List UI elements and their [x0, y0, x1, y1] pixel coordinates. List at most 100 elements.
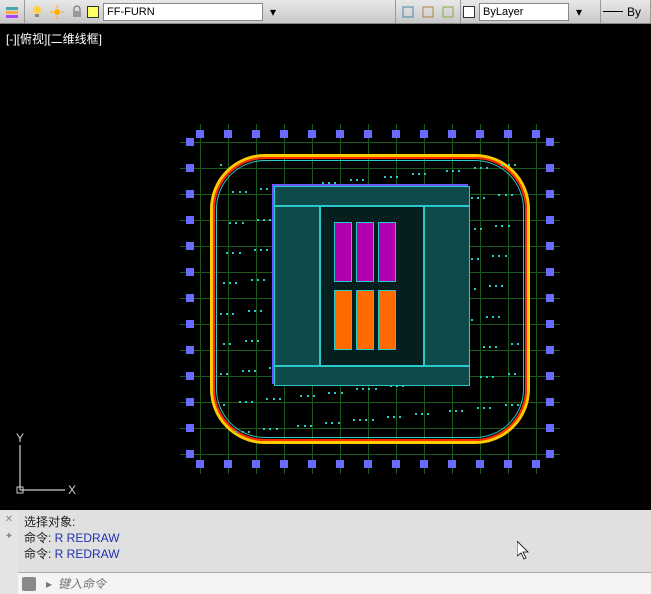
grid-line — [200, 124, 201, 474]
hatch-dot — [461, 410, 463, 412]
hatch-dot — [226, 252, 228, 254]
grid-tick — [196, 460, 204, 468]
color-chevron-down-icon[interactable]: ▾ — [570, 3, 588, 21]
hatch-dot — [362, 179, 364, 181]
hatch-dot — [245, 191, 247, 193]
hatch-dot — [492, 316, 494, 318]
command-panel-grip[interactable]: ✕ ✦ — [0, 510, 18, 594]
hatch-dot — [480, 228, 482, 230]
hatch-dot — [471, 258, 473, 260]
compass-icon: ✦ — [5, 531, 13, 542]
grid-tick — [364, 460, 372, 468]
grid-tick — [546, 268, 554, 276]
hatch-dot — [483, 407, 485, 409]
layer-name-input[interactable] — [103, 3, 263, 21]
hatch-dot — [424, 173, 426, 175]
building-core — [272, 184, 468, 384]
hatch-dot — [505, 194, 507, 196]
grid-tick — [186, 268, 194, 276]
hatch-dot — [505, 404, 507, 406]
grid-tick — [252, 460, 260, 468]
lightbulb-icon[interactable] — [28, 3, 46, 21]
hatch-dot — [498, 194, 500, 196]
hatch-dot — [492, 255, 494, 257]
drawing-viewport[interactable]: [-][俯视][二维线框] X Y — [0, 24, 651, 510]
hatch-dot — [486, 376, 488, 378]
hatch-dot — [338, 422, 340, 424]
hatch-dot — [508, 225, 510, 227]
hatch-dot — [477, 197, 479, 199]
hatch-dot — [471, 319, 473, 321]
hatch-dot — [266, 398, 268, 400]
hatch-dot — [248, 431, 250, 433]
hatch-dot — [511, 194, 513, 196]
hatch-dot — [368, 388, 370, 390]
hatch-dot — [266, 188, 268, 190]
grid-tick — [392, 130, 400, 138]
hatch-dot — [396, 385, 398, 387]
hatch-dot — [486, 316, 488, 318]
grid-tick — [336, 130, 344, 138]
hatch-dot — [508, 373, 510, 375]
viewport-label[interactable]: [-][俯视][二维线框] — [6, 30, 102, 47]
hatch-dot — [483, 197, 485, 199]
grid-tick — [392, 460, 400, 468]
color-control-section: ▾ — [461, 0, 601, 23]
hatch-dot — [477, 258, 479, 260]
hatch-dot — [242, 370, 244, 372]
hatch-dot — [232, 252, 234, 254]
hatch-dot — [263, 428, 265, 430]
hatch-dot — [418, 173, 420, 175]
grid-tick — [504, 460, 512, 468]
hatch-dot — [331, 422, 333, 424]
layer-chevron-down-icon[interactable]: ▾ — [264, 3, 282, 21]
hatch-dot — [242, 431, 244, 433]
hatch-dot — [235, 222, 237, 224]
hatch-dot — [446, 170, 448, 172]
hatch-dot — [489, 285, 491, 287]
command-input[interactable] — [58, 577, 651, 591]
hatch-dot — [489, 346, 491, 348]
layer-iso-icon[interactable] — [399, 3, 417, 21]
grid-tick — [308, 460, 316, 468]
hatch-dot — [384, 176, 386, 178]
hatch-dot — [511, 343, 513, 345]
hatch-dot — [387, 416, 389, 418]
hatch-dot — [223, 282, 225, 284]
lock-icon[interactable] — [68, 3, 86, 21]
hatch-dot — [498, 316, 500, 318]
room-cell — [378, 290, 396, 350]
hatch-dot — [257, 219, 259, 221]
grid-line — [180, 454, 560, 455]
linetype-label: By — [627, 5, 641, 19]
grid-tick — [546, 320, 554, 328]
grid-tick — [546, 294, 554, 302]
grid-tick — [420, 460, 428, 468]
grid-tick — [186, 450, 194, 458]
ucs-y-label: Y — [16, 431, 24, 445]
hatch-dot — [492, 376, 494, 378]
hatch-dot — [501, 164, 503, 166]
layer-match-icon[interactable] — [439, 3, 457, 21]
grid-tick — [224, 130, 232, 138]
room-cell — [334, 222, 352, 282]
hatch-dot — [375, 388, 377, 390]
grid-tick — [224, 460, 232, 468]
hatch-dot — [266, 249, 268, 251]
hatch-dot — [310, 425, 312, 427]
ucs-x-label: X — [68, 483, 76, 497]
layer-off-icon[interactable] — [419, 3, 437, 21]
sun-icon[interactable] — [48, 3, 66, 21]
color-selector-input[interactable] — [479, 3, 569, 21]
grid-tick — [186, 190, 194, 198]
layer-properties-icon[interactable] — [3, 3, 21, 21]
hatch-dot — [226, 373, 228, 375]
command-history[interactable]: 选择对象:命令: R REDRAW命令: R REDRAW — [18, 510, 651, 572]
hatch-dot — [269, 367, 271, 369]
color-swatch[interactable] — [463, 6, 475, 18]
hatch-dot — [359, 419, 361, 421]
hatch-dot — [263, 219, 265, 221]
layer-color-swatch[interactable] — [87, 6, 99, 18]
grid-tick — [280, 130, 288, 138]
grid-line — [180, 142, 560, 143]
